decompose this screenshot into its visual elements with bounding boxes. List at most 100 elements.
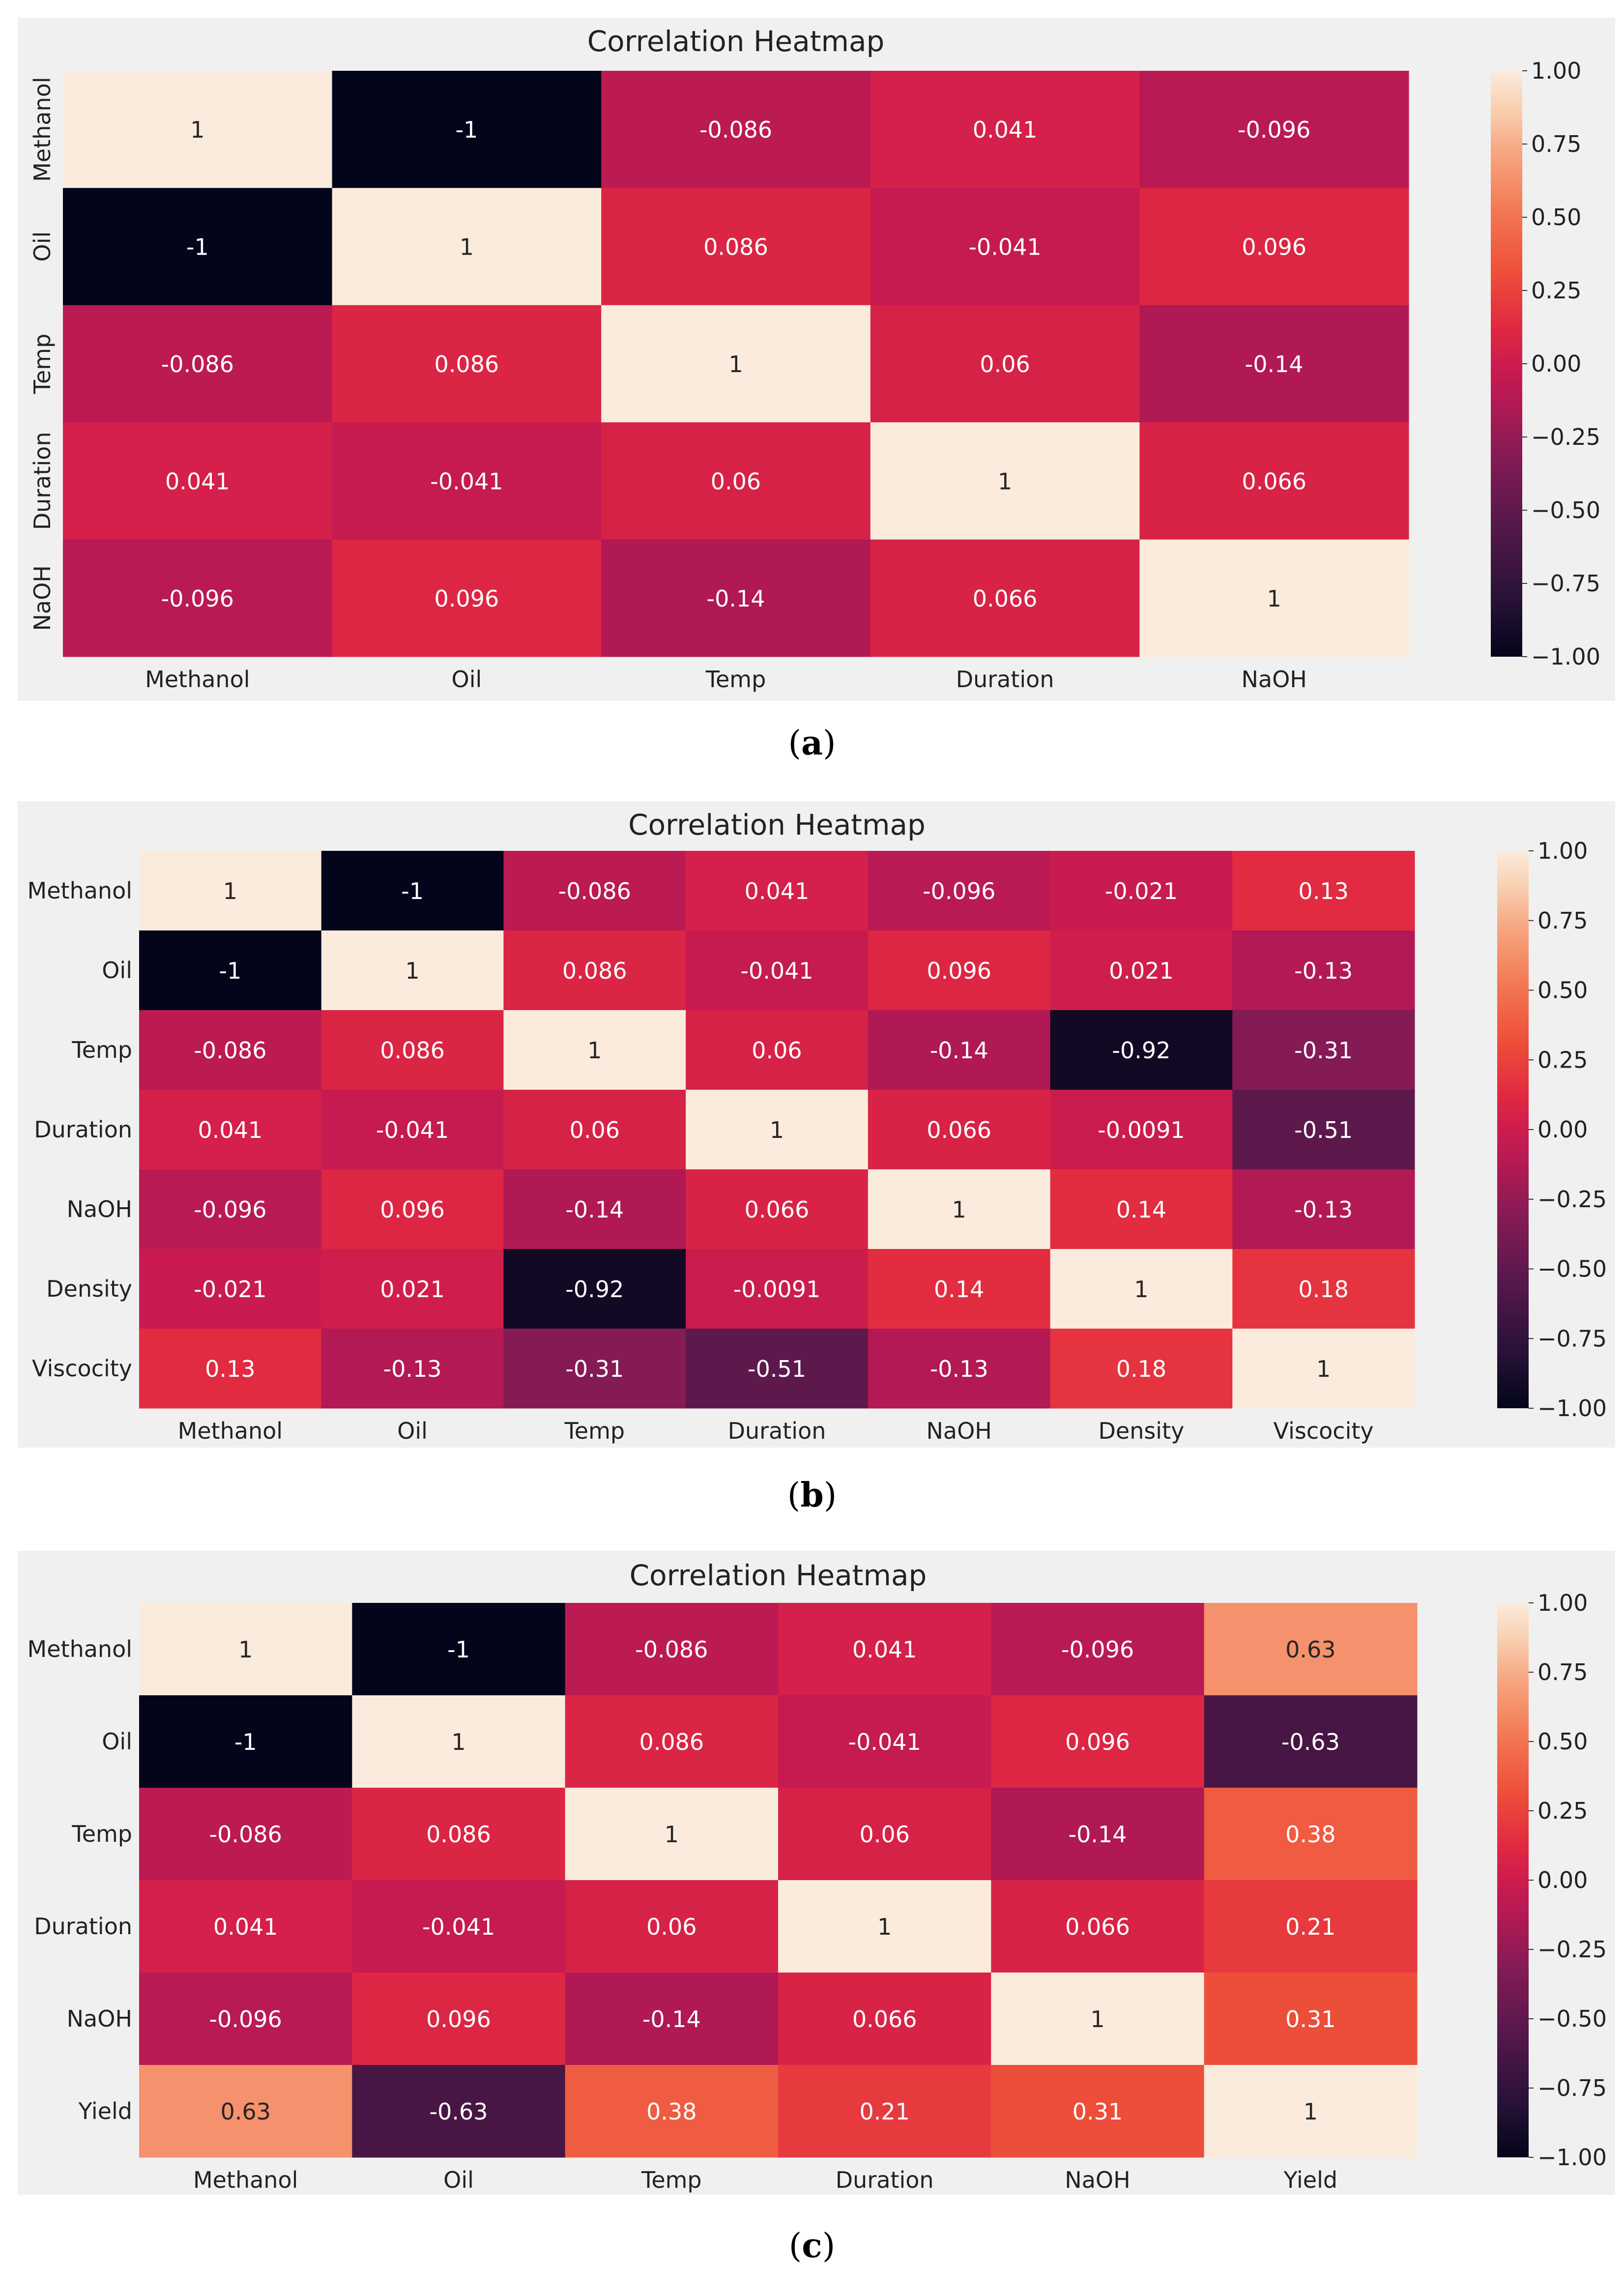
- colorbar-tick-label: 1.00: [1537, 838, 1588, 864]
- colorbar: [1491, 71, 1522, 657]
- heatmap-cell: [565, 1880, 779, 1973]
- heatmap-cell: [1232, 1090, 1415, 1170]
- cell-value-label: -0.086: [558, 878, 631, 904]
- cell-value-label: -0.14: [706, 585, 765, 612]
- heatmap-cell: [870, 539, 1140, 657]
- cell-value-label: -0.13: [1294, 958, 1353, 984]
- heatmap-cell: [686, 1090, 869, 1170]
- heatmap-cell: [868, 1249, 1051, 1329]
- y-tick-label: Oil: [29, 232, 56, 262]
- cell-value-label: 1: [1304, 2098, 1318, 2125]
- cell-value-label: -0.041: [968, 234, 1041, 261]
- chart-title: Correlation Heatmap: [628, 808, 926, 842]
- heatmap-cell: [352, 1973, 566, 2065]
- cell-value-label: 0.14: [1116, 1196, 1166, 1223]
- heatmap-cell: [139, 1249, 322, 1329]
- y-tick-label: NaOH: [29, 565, 56, 631]
- cell-value-label: -0.14: [642, 2006, 701, 2032]
- cell-value-label: 0.021: [1109, 958, 1174, 984]
- heatmap-cell: [139, 1169, 322, 1249]
- x-tick-label: Oil: [452, 666, 482, 693]
- cell-value-label: 0.06: [859, 1821, 909, 1848]
- cell-value-label: -0.14: [1068, 1821, 1127, 1848]
- heatmap-panel-2: Correlation Heatmap 1 -1 -0.086 0.041 -0.096 -…: [18, 801, 1615, 1448]
- heatmap-cell: [778, 1603, 991, 1696]
- cell-value-label: 0.041: [973, 116, 1038, 143]
- colorbar-tick-label: 0.25: [1537, 1046, 1588, 1073]
- cell-value-label: -0.021: [194, 1276, 266, 1303]
- cell-value-label: 1: [460, 234, 474, 261]
- cell-value-label: 0.21: [1285, 1914, 1335, 1940]
- colorbar-tick-label: 0.25: [1531, 277, 1581, 304]
- heatmap-cell: [1232, 1010, 1415, 1090]
- heatmap-cell: [991, 1695, 1205, 1788]
- cell-value-label: 0.31: [1073, 2098, 1123, 2125]
- heatmap-cell: [352, 1788, 566, 1881]
- y-tick-label: Temp: [71, 1037, 132, 1063]
- heatmap-cell: [63, 422, 333, 540]
- cell-value-label: 0.18: [1298, 1276, 1348, 1303]
- heatmap-cell: [1050, 1329, 1233, 1409]
- colorbar-tick-label: −1.00: [1537, 2144, 1607, 2171]
- heatmap-panel-1: Correlation Heatmap 1 -1 -0.086 0.041 -0.096 -…: [18, 18, 1615, 701]
- cell-value-label: 1: [223, 878, 237, 904]
- x-tick-label: Oil: [443, 2167, 474, 2193]
- cell-value-label: -1: [234, 1729, 257, 1755]
- heatmap-cell: [1050, 930, 1233, 1011]
- x-tick-label: Yield: [1283, 2167, 1338, 2193]
- heatmap-cell: [332, 422, 602, 540]
- x-tick-label: Temp: [705, 666, 766, 693]
- cell-value-label: -0.13: [383, 1356, 442, 1382]
- cell-value-label: 0.21: [859, 2098, 909, 2125]
- cell-value-label: -0.096: [923, 878, 995, 904]
- cell-value-label: -0.14: [930, 1037, 988, 1064]
- cell-value-label: 0.066: [745, 1196, 810, 1223]
- heatmap-cell: [868, 930, 1051, 1011]
- cell-value-label: -0.096: [161, 585, 234, 612]
- cell-value-label: -0.041: [422, 1914, 495, 1940]
- cell-value-label: 0.13: [205, 1356, 255, 1382]
- cell-value-label: 0.066: [973, 585, 1038, 612]
- y-tick-label: Temp: [29, 334, 56, 395]
- cell-value-label: -0.086: [635, 1636, 708, 1663]
- heatmap-cell: [778, 1788, 991, 1881]
- heatmap-cell: [601, 71, 871, 188]
- heatmap-cell: [321, 851, 504, 931]
- cell-value-label: -0.096: [194, 1196, 266, 1223]
- cell-value-label: -0.041: [430, 468, 503, 494]
- heatmap-cell: [991, 1880, 1205, 1973]
- cell-value-label: 0.066: [852, 2006, 917, 2032]
- heatmap-cell: [868, 851, 1051, 931]
- cell-value-label: 0.06: [980, 351, 1030, 377]
- cell-value-label: 1: [728, 351, 743, 377]
- cell-value-label: 1: [770, 1117, 784, 1143]
- cell-value-label: -0.51: [1294, 1117, 1353, 1143]
- heatmap-panel-3: Correlation Heatmap 1 -1 -0.086 0.041 -0.096 0…: [18, 1551, 1615, 2195]
- cell-value-label: 0.086: [639, 1729, 704, 1755]
- cell-value-label: -0.096: [209, 2006, 282, 2032]
- heatmap-cell: [870, 71, 1140, 188]
- heatmap-cell: [686, 1249, 869, 1329]
- y-tick-label: Methanol: [28, 1636, 132, 1662]
- colorbar-tick-label: −1.00: [1537, 1395, 1607, 1422]
- colorbar-tick-label: −0.75: [1531, 570, 1600, 597]
- x-tick-label: Density: [1098, 1418, 1184, 1444]
- colorbar-tick-label: 0.25: [1537, 1798, 1588, 1824]
- x-tick-label: Viscocity: [1274, 1418, 1374, 1444]
- cell-value-label: 0.096: [380, 1196, 445, 1223]
- colorbar-tick-label: 0.00: [1531, 350, 1581, 377]
- cell-value-label: -0.14: [1245, 351, 1304, 377]
- cell-value-label: -0.096: [1061, 1636, 1134, 1663]
- heatmap-cell: [868, 1329, 1051, 1409]
- cell-value-label: -0.021: [1105, 878, 1178, 904]
- heatmap-cell: [1232, 930, 1415, 1011]
- colorbar-tick-label: 0.75: [1531, 131, 1581, 157]
- heatmap-cell: [139, 1880, 352, 1973]
- heatmap-cell: [686, 1010, 869, 1090]
- heatmap-cell: [778, 1880, 991, 1973]
- heatmap-cell: [503, 930, 686, 1011]
- cell-value-label: -0.0091: [1098, 1117, 1185, 1143]
- cell-value-label: -0.086: [209, 1821, 282, 1848]
- panel-caption: (c): [789, 2226, 835, 2265]
- heatmap-cell: [503, 851, 686, 931]
